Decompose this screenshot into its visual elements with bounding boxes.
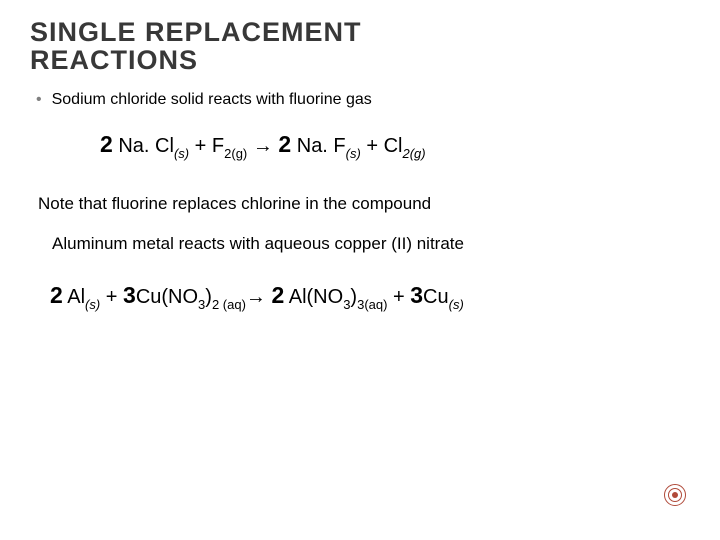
eq2-product-1: Al(NO3)3(aq): [284, 286, 387, 308]
eq1-product-2: Cl2(g): [384, 135, 426, 157]
title-line-1: SINGLE REPLACEMENT: [30, 17, 362, 47]
eq2-reactant-1: Al(s): [63, 286, 100, 308]
eq2-coef-2: 3: [123, 282, 136, 309]
eq1-product-1: Na. F(s): [291, 135, 361, 157]
eq1-arrow: →: [247, 135, 278, 157]
target-ring-inner: [672, 492, 678, 498]
title-line-2: REACTIONS: [30, 45, 198, 75]
eq2-reactant-2: Cu(NO3)2 (aq): [136, 286, 246, 308]
slide-title: SINGLE REPLACEMENT REACTIONS: [30, 18, 690, 75]
bullet-1: • Sodium chloride solid reacts with fluo…: [36, 89, 690, 109]
slide-container: SINGLE REPLACEMENT REACTIONS • Sodium ch…: [0, 0, 720, 540]
bullet-1-text: Sodium chloride solid reacts with fluori…: [52, 91, 372, 109]
eq1-coef-1: 2: [100, 131, 113, 158]
eq2-product-2: Cu(s): [423, 286, 464, 308]
eq1-reactant-2: F2(g): [212, 135, 247, 157]
eq1-coef-2: 2: [278, 131, 291, 158]
bullet-dot-icon: •: [36, 91, 42, 109]
eq2-plus-2: +: [387, 286, 410, 308]
eq2-arrow: →: [246, 286, 272, 308]
eq2-coef-3: 2: [271, 282, 284, 309]
equation-1: 2 Na. Cl(s) + F2(g) → 2 Na. F(s) + Cl2(g…: [100, 131, 690, 160]
eq2-coef-4: 3: [410, 282, 423, 309]
sub-bullet-text: Aluminum metal reacts with aqueous coppe…: [52, 234, 690, 254]
eq1-reactant-1: Na. Cl(s): [118, 135, 194, 157]
eq1-plus-1: +: [195, 135, 212, 157]
note-text: Note that fluorine replaces chlorine in …: [38, 194, 690, 214]
eq2-coef-1: 2: [50, 282, 63, 309]
eq1-plus-2: +: [361, 135, 384, 157]
equation-2: 2 Al(s) + 3Cu(NO3)2 (aq)→ 2 Al(NO3)3(aq)…: [50, 282, 690, 311]
target-icon: [664, 484, 686, 506]
eq2-plus-1: +: [100, 286, 123, 308]
